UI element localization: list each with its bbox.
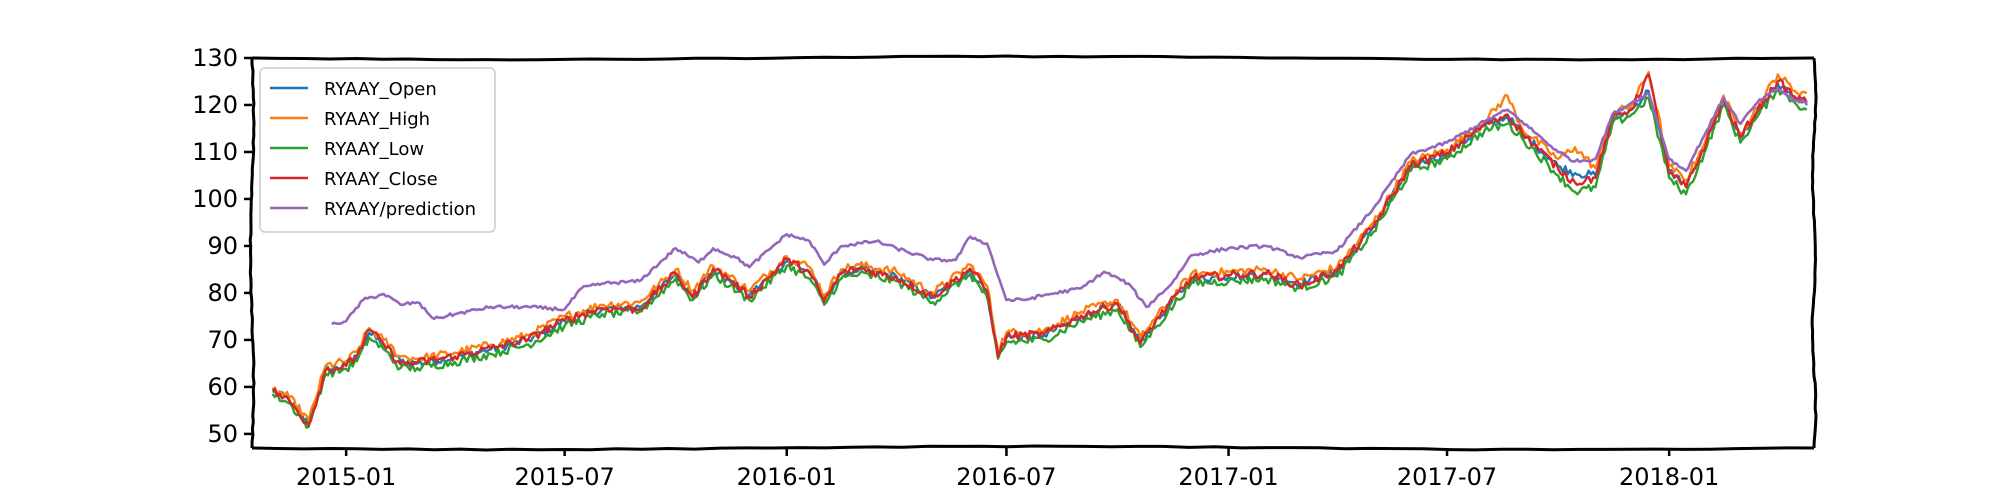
- x-tick-label: 2017-01: [1178, 463, 1278, 491]
- y-tick-label: 60: [207, 373, 238, 401]
- x-tick-label: 2015-07: [515, 463, 615, 491]
- legend-label: RYAAY/prediction: [324, 199, 476, 220]
- y-tick-label: 100: [192, 185, 238, 213]
- y-tick-label: 130: [192, 44, 238, 72]
- legend: RYAAY_Open RYAAY_High RYAAY_Low RYAAY_Close…: [259, 67, 496, 233]
- x-tick-label: 2015-01: [296, 463, 396, 491]
- y-tick-label: 50: [207, 420, 238, 448]
- series-line-ryaay-open: [272, 82, 1808, 426]
- x-tick-label: 2016-07: [956, 463, 1056, 491]
- y-tick-label: 80: [207, 279, 238, 307]
- legend-label: RYAAY_High: [324, 109, 430, 130]
- legend-box: [259, 67, 496, 233]
- y-tick-label: 70: [207, 326, 238, 354]
- x-tick-label: 2016-01: [737, 463, 837, 491]
- x-tick-label: 2017-07: [1397, 463, 1497, 491]
- series-line-ryaay-close: [271, 73, 1808, 427]
- series-line-ryaay-prediction: [331, 87, 1808, 326]
- series-line-ryaay-high: [271, 70, 1808, 422]
- legend-label: RYAAY_Low: [324, 139, 424, 160]
- legend-label: RYAAY_Close: [324, 169, 438, 190]
- plot-frame-bottom: [251, 444, 1815, 452]
- legend-label: RYAAY_Open: [324, 79, 437, 100]
- plot-frame-top: [251, 54, 1815, 62]
- y-axis: 50 60 70 80 90 100 110 120 130: [192, 44, 252, 448]
- x-tick-label: 2018-01: [1619, 463, 1719, 491]
- plot-frame-right: [1810, 57, 1818, 449]
- y-tick-label: 110: [192, 138, 238, 166]
- plot-frame: [248, 54, 1818, 452]
- x-axis: 2015-01 2015-07 2016-01 2016-07 2017-01 2017-…: [296, 448, 1719, 491]
- series-lines: [271, 70, 1808, 429]
- y-tick-label: 90: [207, 232, 238, 260]
- series-line-ryaay-low: [271, 87, 1808, 429]
- y-tick-label: 120: [192, 91, 238, 119]
- plot-frame-left: [248, 58, 256, 449]
